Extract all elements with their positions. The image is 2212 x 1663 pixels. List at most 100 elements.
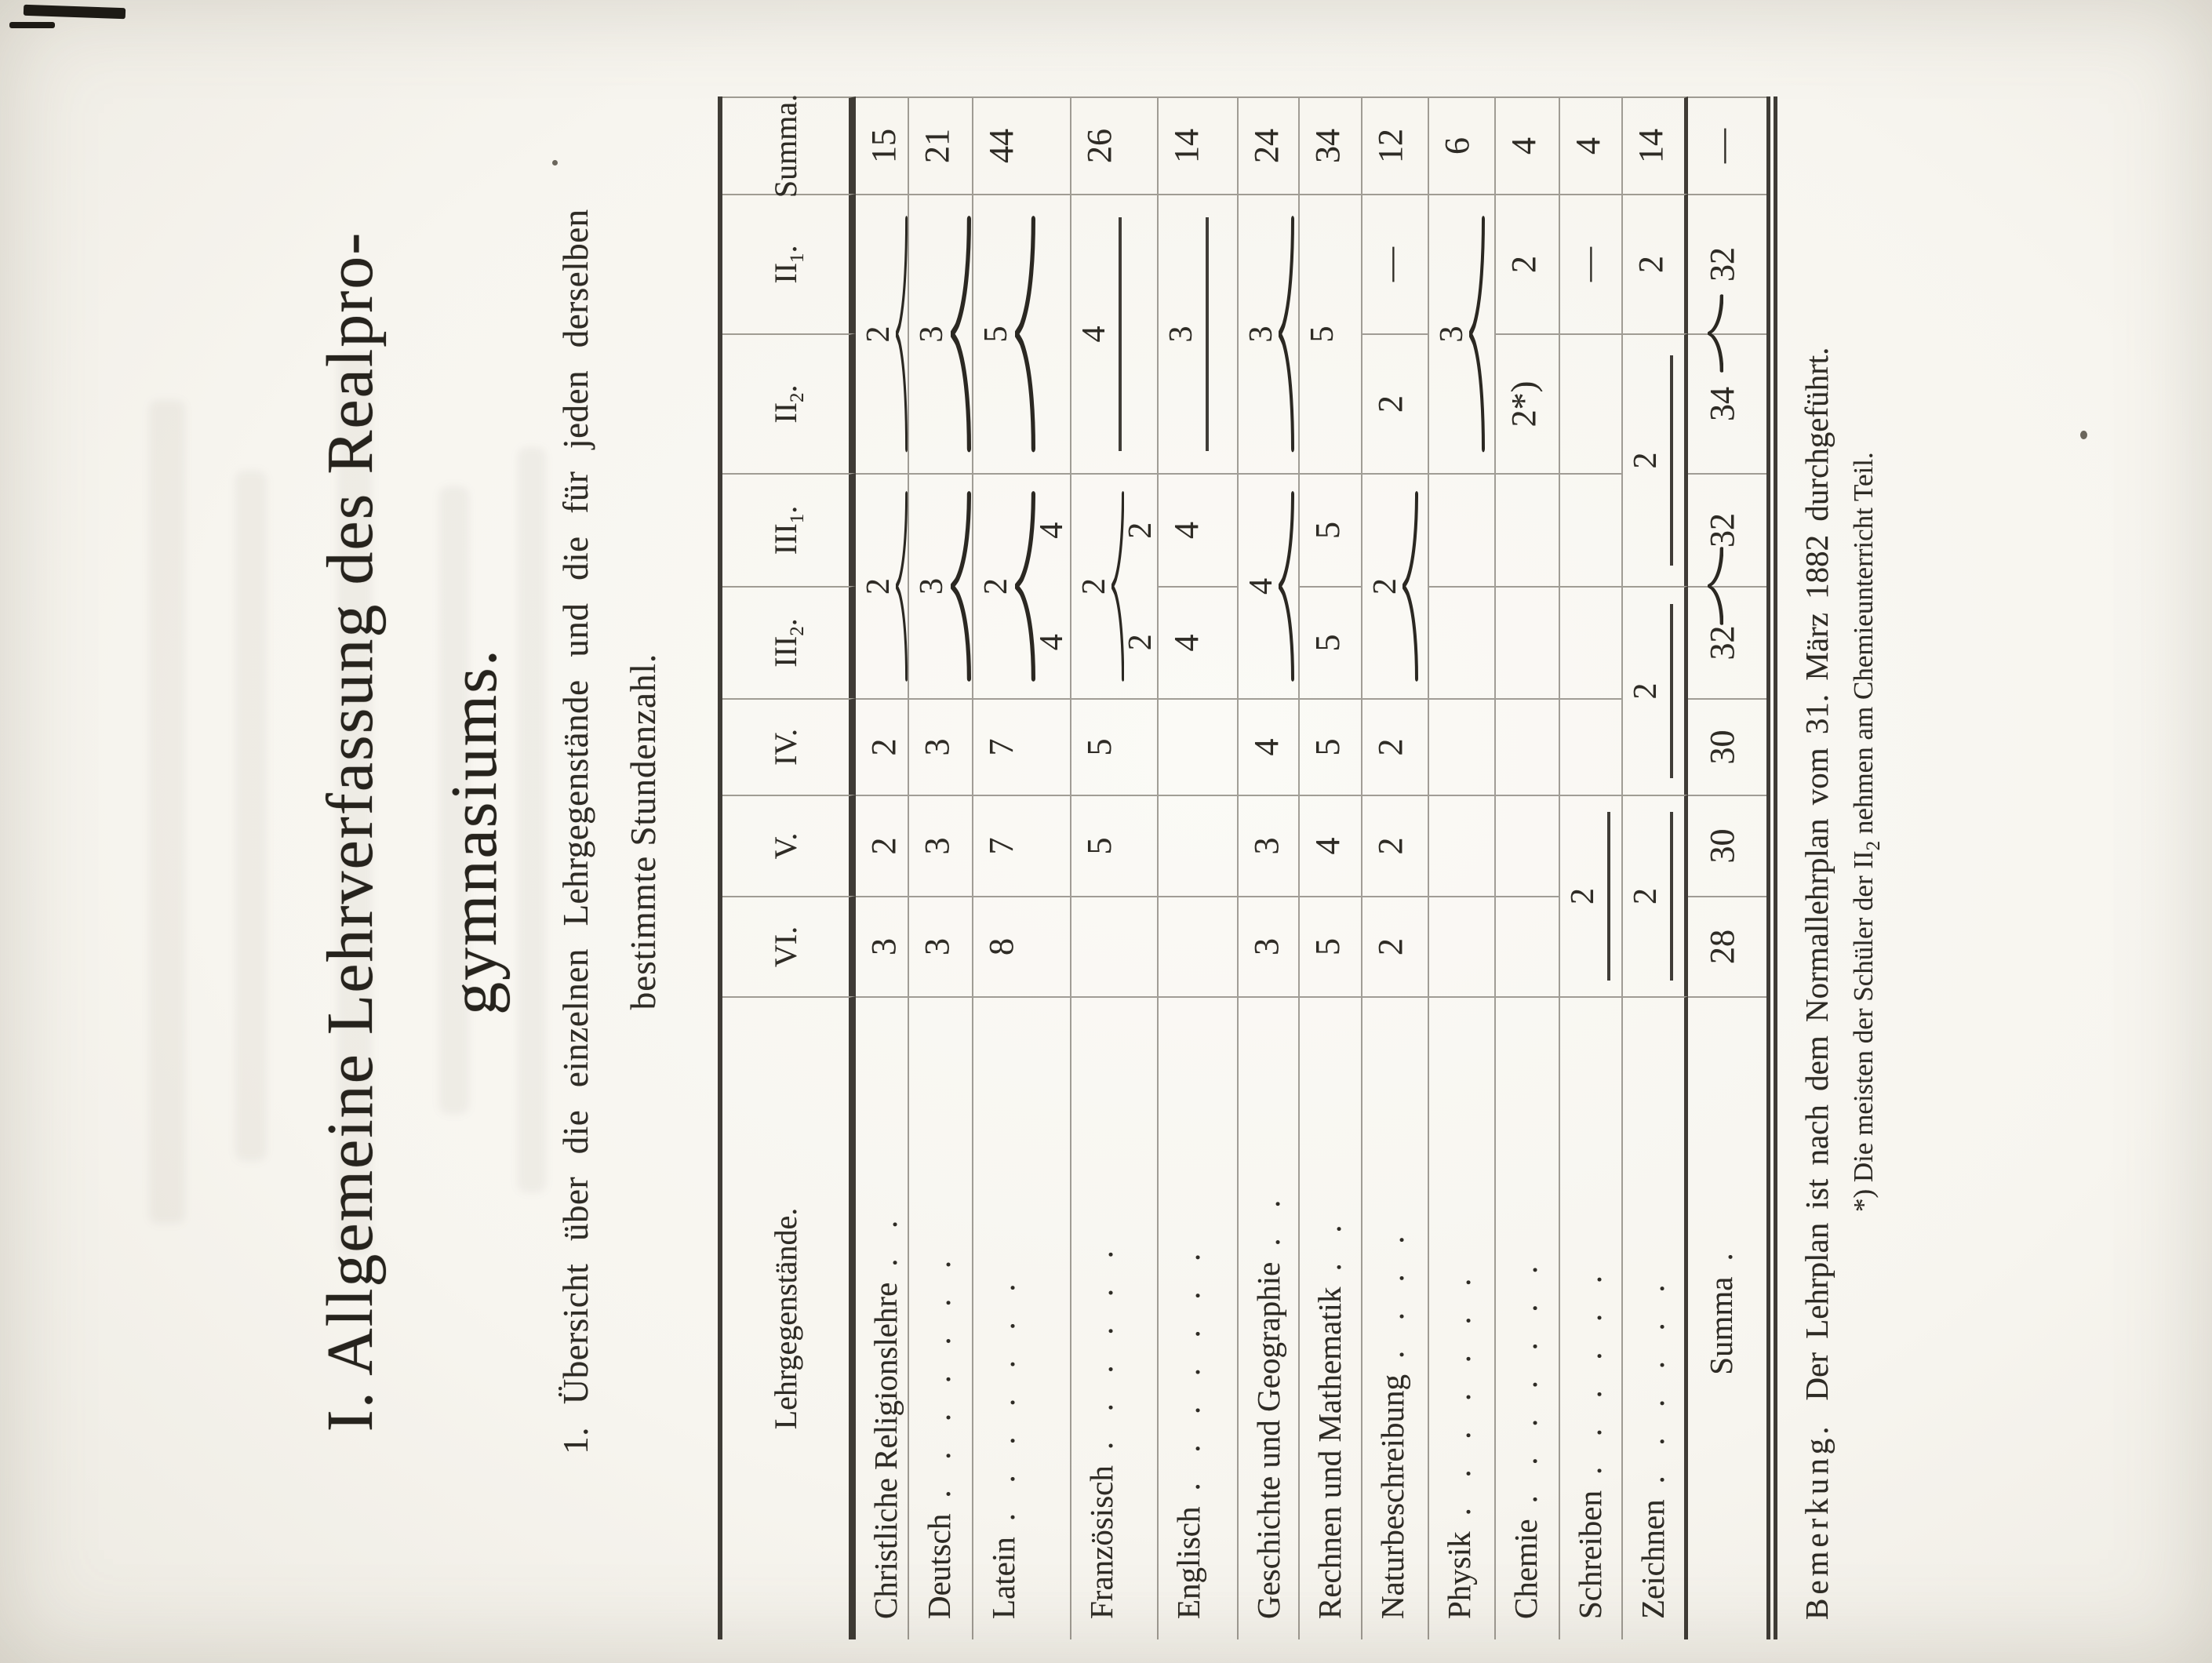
cell-r2-ii-joint: 3: [909, 194, 973, 473]
cell-r9-summa: 6: [1429, 96, 1496, 194]
row-label: Schreiben . . . . . .: [1560, 996, 1623, 1639]
cell-r11-vi-v-joint: 2: [1560, 795, 1623, 996]
cell-r1-iv: 2: [856, 698, 909, 795]
col-header-iv: IV.: [722, 698, 856, 795]
dot-leader: . . . . . .: [1635, 1279, 1671, 1484]
dot-leader: . . . .: [1374, 1231, 1410, 1359]
subject-name: Latein: [985, 1537, 1021, 1619]
cell-r10-v: [1496, 795, 1560, 896]
cell-r9-iii1: [1429, 473, 1496, 586]
cell-r5-ii-joint: 3: [1159, 194, 1239, 473]
col-header-v: V.: [722, 795, 856, 896]
cell-summa-ii2: 34: [1688, 333, 1766, 473]
cell-r4-vi: [1071, 896, 1159, 996]
joint-line-icon: [1669, 604, 1673, 778]
cell-r7-iv: 5: [1300, 698, 1362, 795]
joint-line-icon: [1669, 355, 1673, 566]
joint-line-icon: [1669, 812, 1673, 981]
summa-pair-brace-icon: [1708, 547, 1723, 625]
subject-name: Chemie: [1508, 1519, 1544, 1619]
sub-value-iii2: 4: [1033, 634, 1070, 651]
joint-line-icon: [1118, 217, 1122, 451]
cell-r3-vi: 8: [973, 896, 1071, 996]
joint-brace-icon: [1014, 491, 1035, 682]
col-header-iii1: III1.: [722, 473, 856, 586]
remark-label: Bemerkung.: [1799, 1422, 1835, 1620]
dot-leader: . .: [1250, 1195, 1286, 1246]
cell-r5-iii2: 4: [1159, 586, 1239, 698]
cell-r8-iii-joint: 2: [1362, 473, 1429, 698]
cell-summa-iii1: 32: [1688, 473, 1766, 586]
sub-value-iii2: 2: [1122, 634, 1159, 651]
cell-r4-ii-joint: 4: [1071, 194, 1159, 473]
cell-r11-iii1: [1560, 473, 1623, 586]
cell-r12-vi-v-joint: 2: [1623, 795, 1688, 996]
cell-r8-ii2: 2: [1362, 333, 1429, 473]
cell-r3-v: 7: [973, 795, 1071, 896]
cell-r7-summa: 34: [1300, 96, 1362, 194]
cell-r7-iii2: 5: [1300, 586, 1362, 698]
col-header-label: VI.: [768, 926, 803, 968]
col-header-label: II2.: [768, 384, 808, 424]
dot-leader: . . . . . . .: [985, 1279, 1021, 1522]
cell-r9-v: [1429, 795, 1496, 896]
cell-r10-vi: [1496, 896, 1560, 996]
col-header-ii2: II2.: [722, 333, 856, 473]
row-label: Naturbeschreibung . . . .: [1362, 996, 1429, 1639]
cell-r7-v: 4: [1300, 795, 1362, 896]
col-header-label: Summa.: [768, 93, 803, 198]
col-header-label: Lehrgegenstände.: [768, 1207, 803, 1430]
col-header-label: II1.: [768, 245, 808, 284]
cell-r5-summa: 14: [1159, 96, 1239, 194]
scan-speck: [552, 160, 558, 166]
subtitle-line2: bestimmte Stundenzahl.: [624, 653, 663, 1010]
cell-r10-iv: [1496, 698, 1560, 795]
subject-name: Physik: [1441, 1531, 1477, 1619]
joint-brace-icon: [895, 216, 908, 453]
cell-r11-ii2: [1560, 333, 1623, 473]
col-header-label: V.: [768, 832, 803, 860]
cell-r3-iv: 7: [973, 698, 1071, 795]
footnote-class-sub: 2: [1863, 840, 1884, 851]
dot-leader: . . . . . . .: [1441, 1273, 1477, 1516]
col-header-label: III1.: [768, 505, 808, 555]
bleedthrough-smudge: [235, 471, 267, 1161]
subject-name: Deutsch: [921, 1513, 957, 1619]
subject-name: Englisch: [1170, 1506, 1206, 1619]
cell-r11-iii2: [1560, 586, 1623, 698]
col-header-label: IV.: [768, 728, 803, 766]
cell-r4-v: 5: [1071, 795, 1159, 896]
sub-value-iii1: 4: [1033, 522, 1070, 539]
cell-summa-total: —: [1688, 96, 1766, 194]
cell-r1-summa: 15: [856, 96, 909, 194]
remark-note: Bemerkung. Der Lehrplan ist nach dem Norm…: [1798, 35, 1835, 1620]
cell-r8-v: 2: [1362, 795, 1429, 896]
col-header-ii1: II1.: [722, 194, 856, 333]
cell-r10-ii1: 2: [1496, 194, 1560, 333]
cell-r5-iv: [1159, 698, 1239, 795]
sub-value-iii1: 2: [1122, 522, 1159, 539]
scan-speck: [9, 22, 55, 28]
cell-r2-vi: 3: [909, 896, 973, 996]
cell-r4-summa: 26: [1071, 96, 1159, 194]
dot-leader: .: [1703, 1248, 1739, 1261]
cell-summa-iv: 30: [1688, 698, 1766, 795]
cell-r5-vi: [1159, 896, 1239, 996]
cell-r8-vi: 2: [1362, 896, 1429, 996]
subject-name: Rechnen und Mathematik: [1312, 1286, 1348, 1619]
cell-r6-v: 3: [1239, 795, 1300, 896]
cell-r7-ii-joint: 5: [1300, 194, 1362, 473]
lesson-hours-table: Lehrgegenstände. VI. V. IV. III2. III1. …: [718, 93, 1777, 1639]
cell-r3-summa: 44: [973, 96, 1071, 194]
cell-r12-summa: 14: [1623, 96, 1688, 194]
row-label: Deutsch . . . . . . .: [909, 996, 973, 1639]
page-title-line2: gymnasiums.: [438, 648, 511, 1015]
joint-brace-icon: [1014, 216, 1035, 453]
subtitle-line1: 1. Übersicht über die einzelnen Lehrgege…: [556, 209, 595, 1454]
cell-r6-iii-joint: 4: [1239, 473, 1300, 698]
cell-r2-summa: 21: [909, 96, 973, 194]
dot-leader: . . . . . . .: [1508, 1261, 1544, 1504]
joint-brace-icon: [1278, 216, 1294, 453]
joint-line-icon: [1606, 812, 1610, 981]
subject-name: Geschichte und Geographie: [1250, 1261, 1286, 1619]
